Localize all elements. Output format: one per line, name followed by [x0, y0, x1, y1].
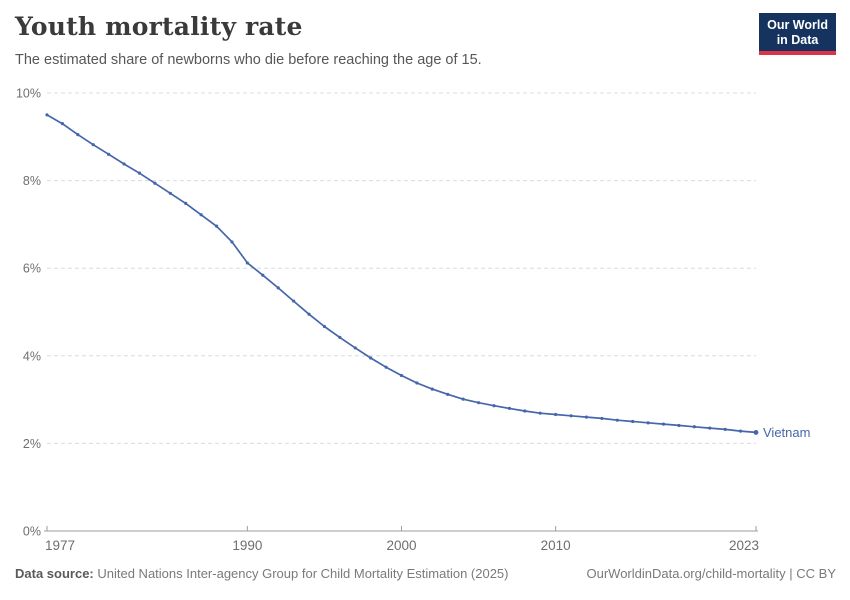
data-point	[76, 133, 80, 137]
data-point	[584, 415, 589, 419]
data-point	[523, 409, 527, 413]
data-point	[600, 416, 604, 421]
data-point	[430, 387, 434, 391]
data-point	[137, 171, 142, 175]
x-axis-tick-label: 2010	[541, 538, 571, 553]
data-point	[708, 426, 712, 430]
chart-title: Youth mortality rate	[15, 12, 303, 41]
data-point	[661, 422, 666, 426]
data-point	[153, 181, 157, 185]
data-point	[168, 191, 172, 195]
data-point	[631, 419, 635, 424]
y-axis-tick-label: 4%	[23, 349, 41, 363]
series-line-vietnam[interactable]	[46, 114, 757, 434]
data-point	[292, 299, 296, 303]
y-axis-tick-label: 6%	[23, 262, 41, 276]
data-point	[214, 224, 219, 228]
data-point	[322, 324, 327, 329]
data-point	[60, 122, 65, 126]
data-point	[738, 429, 743, 433]
chart-subtitle: The estimated share of newborns who die …	[15, 52, 482, 68]
data-point	[184, 201, 188, 205]
data-point	[615, 418, 619, 422]
x-axis-tick-label: 2023	[729, 538, 759, 553]
x-axis-tick-label: 1977	[45, 538, 75, 553]
data-source-label: Data source:	[15, 566, 94, 581]
y-axis-tick-label: 0%	[23, 525, 41, 539]
data-point	[507, 406, 511, 410]
data-point	[415, 381, 419, 385]
data-point	[492, 404, 496, 408]
data-point	[107, 152, 111, 156]
data-point	[692, 425, 696, 429]
data-point	[45, 113, 49, 117]
data-point	[199, 213, 203, 217]
data-point	[122, 162, 126, 166]
data-point	[399, 373, 404, 378]
x-axis-tick-label: 2000	[386, 538, 416, 553]
data-point	[476, 401, 481, 405]
data-point	[554, 412, 558, 417]
data-point	[677, 423, 681, 428]
data-point	[753, 430, 759, 435]
owid-logo[interactable]: Our World in Data	[759, 13, 836, 55]
data-point	[261, 273, 265, 277]
series-end-label-vietnam[interactable]: Vietnam	[763, 425, 810, 440]
data-point	[91, 143, 95, 147]
footer-citation-link[interactable]: OurWorldinData.org/child-mortality | CC …	[586, 566, 837, 581]
data-point	[446, 392, 450, 396]
chart-footer: Data source: United Nations Inter-agency…	[15, 566, 836, 581]
owid-logo-line1: Our World	[767, 18, 828, 32]
data-point	[353, 346, 357, 350]
data-point	[245, 261, 249, 265]
data-point	[276, 286, 280, 290]
data-point	[307, 312, 311, 316]
data-point	[461, 397, 465, 401]
data-point	[646, 421, 650, 425]
data-point	[723, 427, 727, 431]
data-point	[384, 365, 388, 369]
data-point	[369, 356, 373, 360]
y-axis-tick-label: 2%	[23, 437, 41, 451]
y-axis-tick-label: 8%	[23, 174, 41, 188]
owid-logo-line2: in Data	[776, 33, 819, 47]
data-source-text: United Nations Inter-agency Group for Ch…	[93, 566, 509, 581]
y-axis-tick-label: 10%	[16, 87, 41, 101]
data-point	[569, 414, 573, 418]
data-source-note: Data source: United Nations Inter-agency…	[15, 566, 509, 581]
data-point	[230, 240, 234, 244]
x-axis-tick-label: 1990	[232, 538, 262, 553]
data-point	[338, 335, 342, 340]
data-point	[538, 411, 542, 415]
